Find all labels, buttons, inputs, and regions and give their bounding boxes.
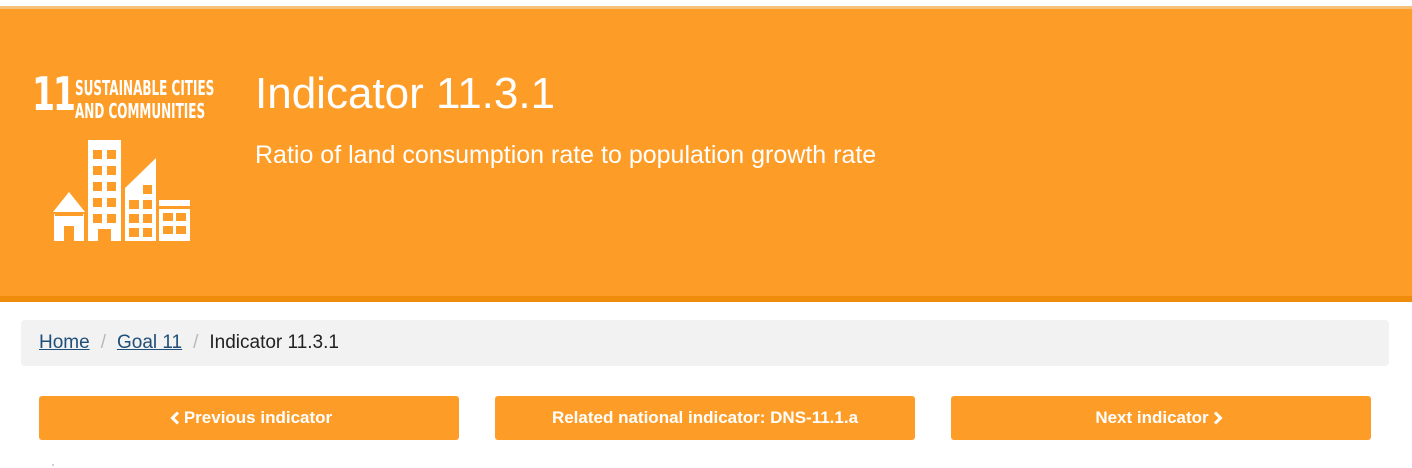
breadcrumb-separator: / <box>100 332 106 353</box>
next-indicator-button[interactable]: Next indicator <box>951 396 1371 440</box>
indicator-banner <box>0 9 1412 302</box>
page-title: Indicator 11.3.1 <box>255 69 556 118</box>
page-content-start <box>52 464 54 466</box>
related-indicator-label: Related national indicator: DNS-11.1.a <box>551 408 859 427</box>
previous-indicator-label: Previous indicator <box>183 408 333 427</box>
top-border <box>0 0 1412 9</box>
city-buildings-icon <box>53 140 190 241</box>
goal-number: 11 <box>32 67 76 121</box>
goal-name: SUSTAINABLE CITIES AND COMMUNITIES <box>75 77 214 123</box>
chevron-right-icon <box>1213 411 1223 425</box>
goal-name-line2: AND COMMUNITIES <box>75 99 206 123</box>
breadcrumb-separator: / <box>193 332 199 353</box>
breadcrumb-home-link[interactable]: Home <box>39 332 90 353</box>
breadcrumb-goal-link[interactable]: Goal 11 <box>116 332 183 353</box>
breadcrumb-current: Indicator 11.3.1 <box>209 332 339 353</box>
previous-indicator-button[interactable]: Previous indicator <box>39 396 459 440</box>
goal-name-line1: SUSTAINABLE CITIES <box>75 76 215 100</box>
indicator-description: Ratio of land consumption rate to popula… <box>255 141 877 169</box>
top-border-line <box>0 6 1412 9</box>
related-national-indicator-button[interactable]: Related national indicator: DNS-11.1.a <box>495 396 915 440</box>
breadcrumb: Home / Goal 11 / Indicator 11.3.1 <box>21 320 1389 366</box>
next-indicator-label: Next indicator <box>1095 408 1209 427</box>
chevron-left-icon <box>170 411 179 425</box>
